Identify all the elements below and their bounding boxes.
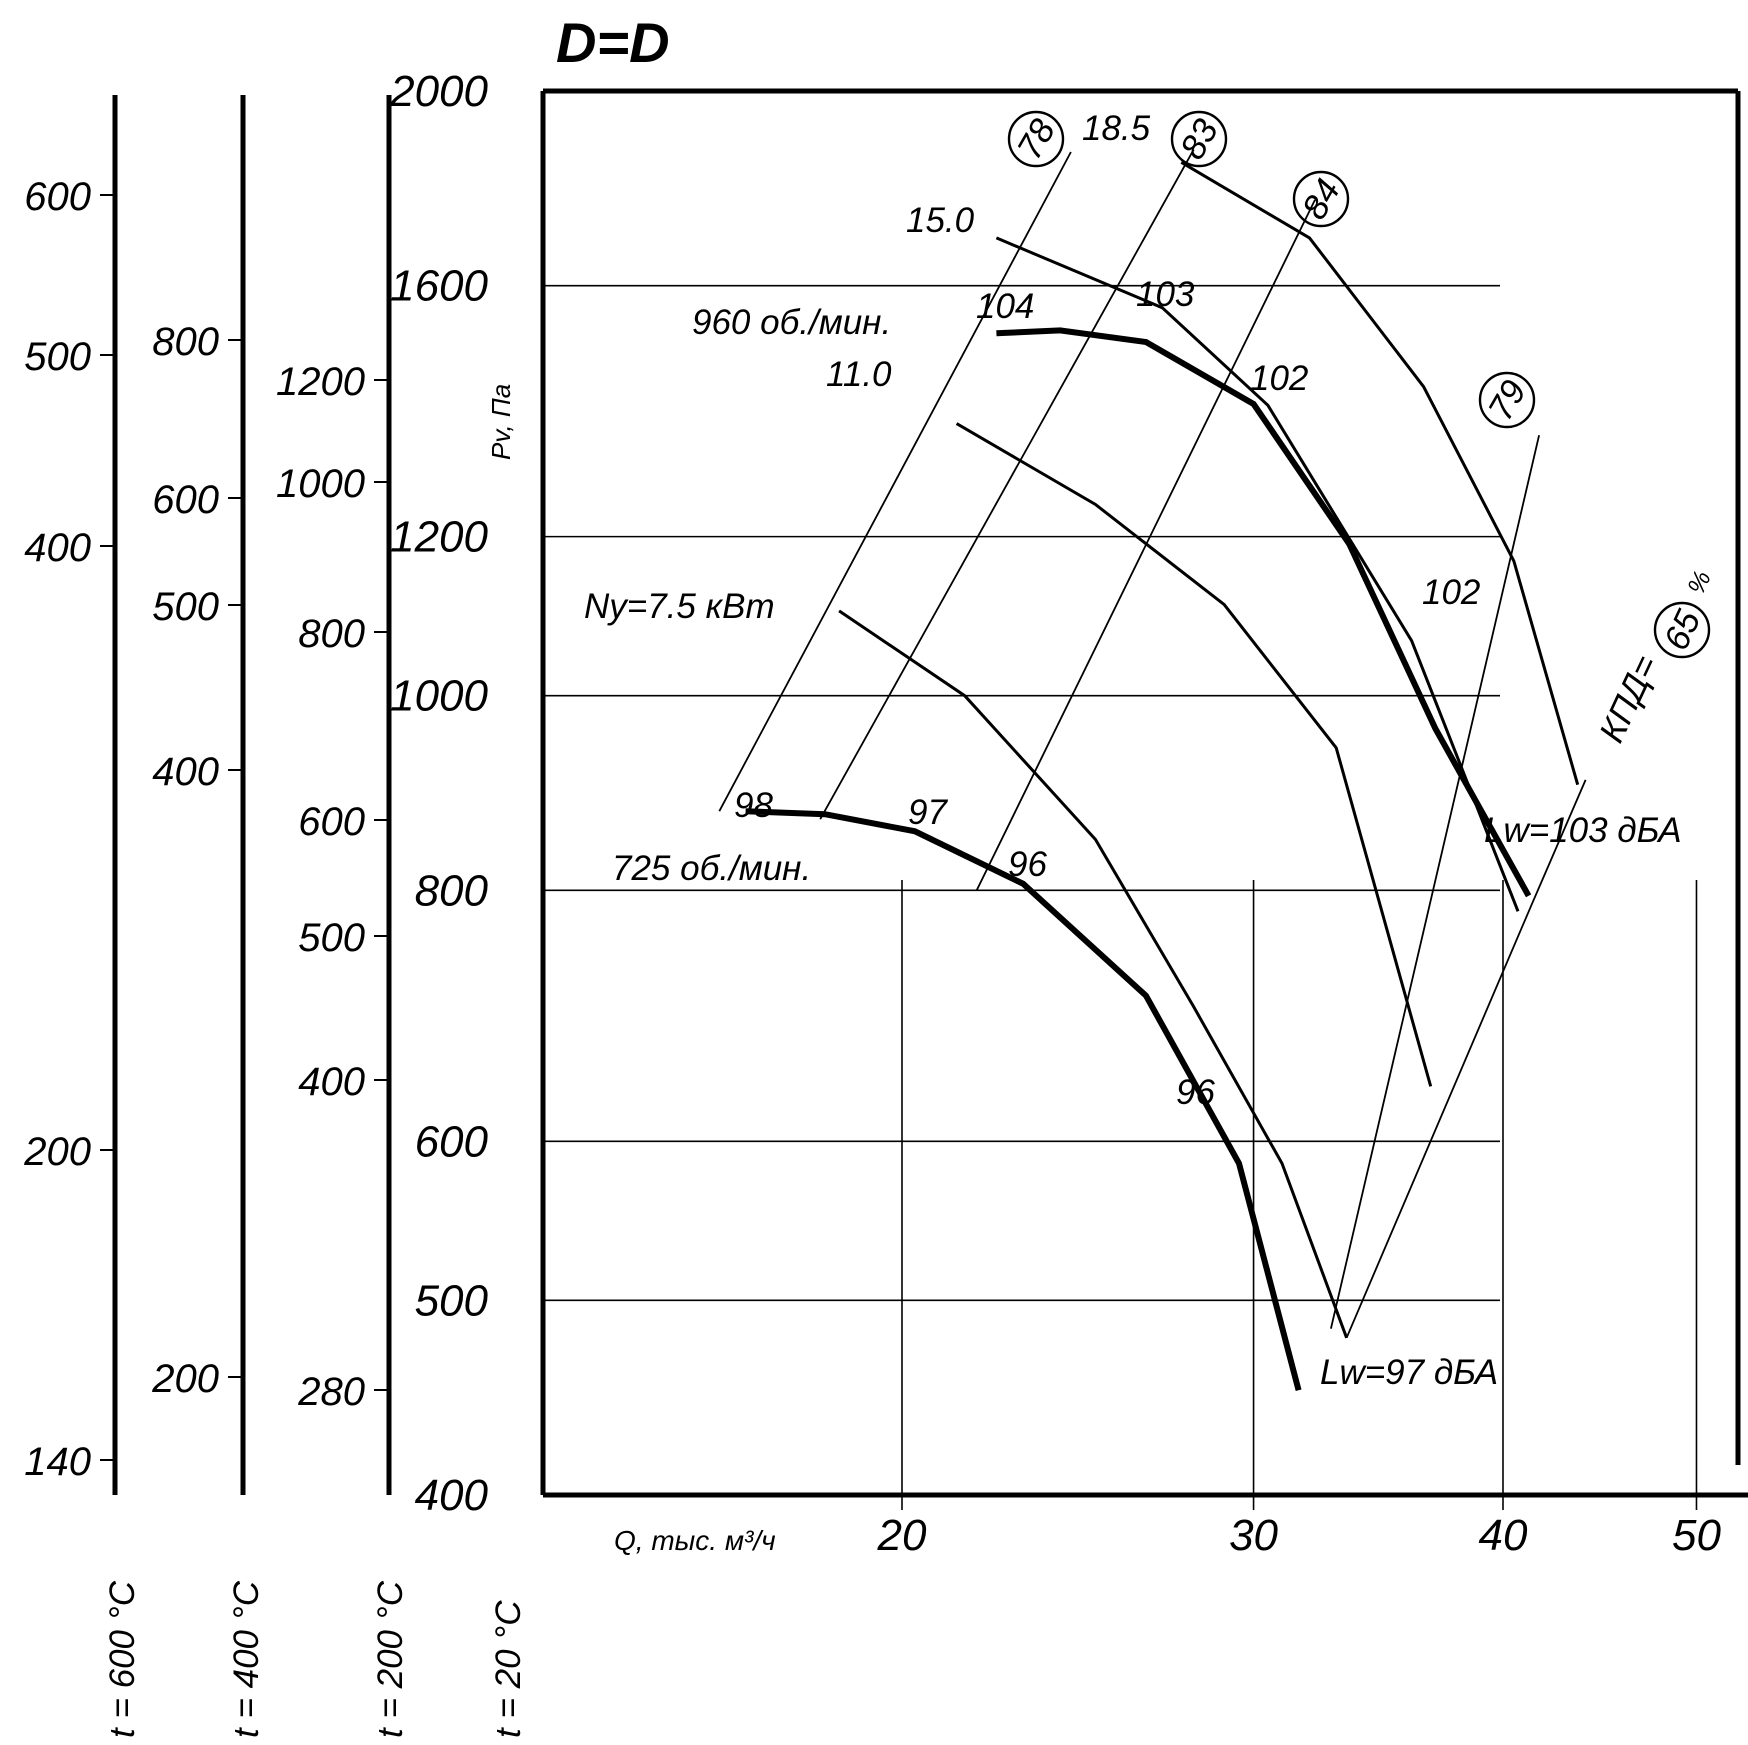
temp-tick-label-3-600: 600 xyxy=(24,175,91,219)
efficiency-line-3 xyxy=(1330,434,1540,1329)
temp-tick-label-3-200: 200 xyxy=(23,1130,91,1174)
power-curve-3 xyxy=(1180,161,1580,786)
temp-tick-label-3-400: 400 xyxy=(24,526,91,570)
y-tick-400: 400 xyxy=(415,1471,489,1520)
temp-tick-label-1-500: 500 xyxy=(298,916,365,960)
x-tick-30: 30 xyxy=(1229,1511,1278,1560)
efficiency-line-1 xyxy=(819,149,1195,820)
eff-label-kpd: КПД= xyxy=(1592,649,1666,748)
speed-label-960: 960 об./мин. xyxy=(692,303,891,342)
y-tick-1600: 1600 xyxy=(390,262,488,311)
eff-badge-79: 79 xyxy=(1478,371,1536,429)
temp-tick-label-1-280: 280 xyxy=(297,1370,365,1414)
power-label-11: 11.0 xyxy=(826,355,892,394)
eff-label-percent: % xyxy=(1682,567,1717,599)
speed-curve-1 xyxy=(996,327,1532,898)
temp-tick-label-2-600: 600 xyxy=(152,478,219,522)
temp-tick-label-2-400: 400 xyxy=(152,750,219,794)
temp-tick-label-1-1000: 1000 xyxy=(276,462,365,506)
power-curve-2 xyxy=(995,236,1520,912)
temp-tick-label-1-1200: 1200 xyxy=(276,360,365,404)
power-curve-0 xyxy=(838,609,1349,1339)
power-label-18-5: 18.5 xyxy=(1082,109,1151,148)
temp-label-600: t = 600 °C xyxy=(103,1580,142,1738)
y-tick-1200: 1200 xyxy=(390,513,488,562)
temp-tick-label-2-500: 500 xyxy=(152,585,219,629)
temp-label-200: t = 200 °C xyxy=(371,1580,410,1738)
eff-badge-83: 83 xyxy=(1170,110,1228,168)
temp-tick-label-2-200: 200 xyxy=(151,1357,219,1401)
power-curve-1 xyxy=(955,422,1433,1087)
noise-value-102b: 102 xyxy=(1422,573,1480,612)
chart-title: D=D xyxy=(556,11,670,74)
temp-tick-label-1-800: 800 xyxy=(298,612,365,656)
power-label-7-5: Ny=7.5 кВт xyxy=(584,587,775,626)
power-label-15: 15.0 xyxy=(906,201,975,240)
noise-value-97: 97 xyxy=(908,793,948,832)
x-axis-label: Q, тыс. м³/ч xyxy=(614,1525,776,1556)
x-tick-50: 50 xyxy=(1672,1511,1721,1560)
temp-tick-label-2-800: 800 xyxy=(152,320,219,364)
efficiency-line-0 xyxy=(718,151,1072,812)
x-axis-label-text: Q, тыс. м³/ч xyxy=(614,1525,776,1556)
x-tick-40: 40 xyxy=(1479,1511,1528,1560)
y-tick-800: 800 xyxy=(415,866,489,915)
noise-value-104: 104 xyxy=(976,287,1034,326)
temp-tick-label-1-400: 400 xyxy=(298,1060,365,1104)
speed-curve-0 xyxy=(745,808,1302,1392)
eff-badge-65: КПД= 65 % xyxy=(1592,567,1717,749)
noise-value-98: 98 xyxy=(734,786,773,825)
speed-label-725: 725 об./мин. xyxy=(612,849,811,888)
temp-label-20: t = 20 °C xyxy=(489,1600,528,1738)
noise-value-102a: 102 xyxy=(1250,359,1308,398)
temp-tick-label-3-140: 140 xyxy=(24,1440,91,1484)
noise-label-97: Lw=97 дБА xyxy=(1320,1353,1498,1392)
temp-tick-label-3-500: 500 xyxy=(24,335,91,379)
efficiency-line-4 xyxy=(1345,779,1587,1339)
noise-label-103: Lw=103 дБА xyxy=(1484,811,1682,850)
eff-badge-78: 78 xyxy=(1007,110,1065,168)
y-tick-1000: 1000 xyxy=(390,672,488,721)
eff-badge-84: 84 xyxy=(1292,170,1350,228)
noise-value-103: 103 xyxy=(1136,275,1195,314)
y-tick-500: 500 xyxy=(415,1276,489,1325)
temp-label-400: t = 400 °C xyxy=(227,1580,266,1738)
temp-tick-label-1-600: 600 xyxy=(298,800,365,844)
plot-area: 400 500 600 800 1000 1200 1600 2000 20 30 40 50 280 4… xyxy=(23,67,1748,1560)
y-tick-600: 600 xyxy=(415,1117,489,1166)
y-tick-2000: 2000 xyxy=(389,67,488,116)
y-axis-label: Pv, Па xyxy=(486,384,516,460)
x-tick-20: 20 xyxy=(877,1511,927,1560)
